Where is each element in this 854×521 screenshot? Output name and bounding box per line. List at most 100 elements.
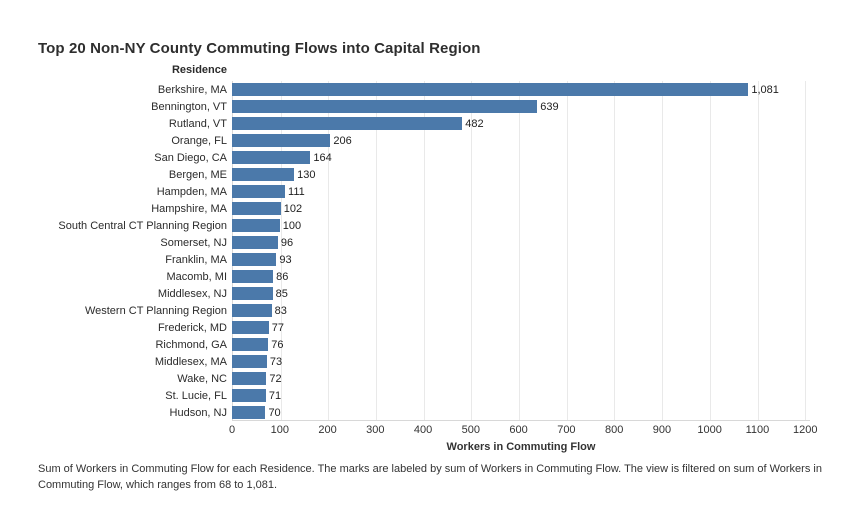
- value-label: 76: [271, 338, 284, 351]
- bar-mark: [232, 406, 266, 419]
- value-label: 1,081: [751, 83, 779, 96]
- bar-cell: 86: [232, 270, 810, 283]
- bar-cell: 71: [232, 389, 810, 402]
- bar-cell: 73: [232, 355, 810, 368]
- value-label: 100: [282, 219, 302, 232]
- category-label: St. Lucie, FL: [165, 389, 227, 402]
- category-label: Hampden, MA: [156, 185, 227, 198]
- bar-rows: Berkshire, MA 1,081 Bennington, VT 639 Rutla…: [0, 81, 812, 421]
- value-label: 86: [276, 270, 289, 283]
- value-label: 111: [288, 185, 305, 198]
- bar-cell: 102: [232, 202, 810, 215]
- category-label: Frederick, MD: [157, 321, 227, 334]
- category-label: Bergen, ME: [168, 168, 227, 181]
- value-label: 639: [540, 100, 559, 113]
- value-label: 164: [313, 151, 332, 164]
- x-tick-label: 200: [318, 424, 337, 436]
- value-label: 130: [297, 168, 316, 181]
- bar-row: Middlesex, NJ 85: [0, 285, 812, 302]
- x-axis-title: Workers in Commuting Flow: [446, 441, 596, 453]
- bar-mark: [232, 202, 281, 215]
- x-tick-label: 400: [413, 424, 433, 436]
- x-axis-ticks: 0 100 200 300 400 500 600 700 800 900 1000 1100 1200: [229, 424, 818, 437]
- bar-cell: 164: [232, 151, 810, 164]
- value-label: 71: [268, 389, 282, 402]
- bar-row: Wake, NC 72: [0, 370, 812, 387]
- gridline: [376, 81, 378, 420]
- gridline: [423, 81, 425, 420]
- category-label: Hampshire, MA: [151, 202, 227, 215]
- x-tick-label: 500: [461, 424, 481, 436]
- x-tick-label: 700: [557, 424, 576, 436]
- x-tick-label: 1100: [745, 424, 770, 436]
- gridline: [280, 81, 282, 420]
- bar-cell: 70: [232, 406, 810, 419]
- bar-cell: 76: [232, 338, 810, 351]
- bar-row: Rutland, VT 482: [0, 115, 812, 132]
- bar-mark: [232, 83, 749, 96]
- value-label: 85: [275, 287, 288, 300]
- category-label: Richmond, GA: [155, 338, 227, 351]
- bar-cell: 482: [232, 117, 810, 130]
- category-label: Middlesex, MA: [154, 355, 227, 368]
- bar-mark: [232, 219, 280, 232]
- x-tick-label: 800: [604, 424, 624, 436]
- bar-row: Berkshire, MA 1,081: [0, 81, 812, 98]
- bar-cell: 111: [232, 185, 810, 198]
- bar-mark: [232, 253, 277, 266]
- bar-mark: [232, 389, 266, 402]
- category-label: Rutland, VT: [168, 117, 227, 130]
- bar-mark: [232, 117, 463, 130]
- bar-mark: [232, 185, 286, 198]
- bar-mark: [232, 100, 538, 113]
- category-label: Middlesex, NJ: [157, 287, 227, 300]
- bar-mark: [232, 236, 278, 249]
- value-label: 70: [268, 406, 281, 419]
- value-label: 206: [333, 134, 352, 147]
- category-label: Wake, NC: [177, 372, 227, 385]
- bar-cell: 100: [232, 219, 810, 232]
- residence-column-header: Residence: [171, 64, 227, 76]
- gridline: [519, 81, 521, 420]
- bar-row: Bergen, ME 130: [0, 166, 812, 183]
- gridline: [566, 81, 568, 420]
- bar-row: Somerset, NJ 96: [0, 234, 812, 251]
- bar-mark: [232, 134, 331, 147]
- value-label: 96: [280, 236, 294, 249]
- gridline: [614, 81, 616, 420]
- bar-row: Orange, FL 206: [0, 132, 812, 149]
- value-label: 73: [269, 355, 283, 368]
- bar-cell: 1,081: [232, 83, 810, 96]
- category-label: Somerset, NJ: [160, 236, 227, 249]
- bar-row: Hampshire, MA 102: [0, 200, 812, 217]
- bar-cell: 77: [232, 321, 810, 334]
- bar-row: San Diego, CA 164: [0, 149, 812, 166]
- bar-row: Richmond, GA 76: [0, 336, 812, 353]
- bar-row: Frederick, MD 77: [0, 319, 812, 336]
- bar-mark: [232, 372, 267, 385]
- bar-mark: [232, 304, 272, 317]
- x-tick-label: 100: [270, 424, 289, 436]
- bar-cell: 93: [232, 253, 810, 266]
- category-label: San Diego, CA: [154, 151, 227, 164]
- bar-cell: 639: [232, 100, 810, 113]
- value-label: 83: [274, 304, 287, 317]
- category-label: Orange, FL: [171, 134, 227, 147]
- bar-cell: 83: [232, 304, 810, 317]
- category-label: Hudson, NJ: [169, 406, 227, 419]
- gridline: [471, 81, 473, 420]
- value-label: 72: [269, 372, 282, 385]
- gridline: [805, 81, 807, 420]
- category-label: Franklin, MA: [165, 253, 227, 266]
- gridline: [757, 81, 759, 420]
- bar-cell: 72: [232, 372, 810, 385]
- bar-row: Hudson, NJ 70: [0, 404, 812, 421]
- bar-mark: [232, 321, 269, 334]
- category-label: Berkshire, MA: [157, 83, 227, 96]
- gridline: [328, 81, 330, 420]
- value-label: 77: [271, 321, 285, 334]
- x-tick-label: 1000: [697, 424, 722, 436]
- gridline: [662, 81, 664, 420]
- x-tick-label: 300: [366, 424, 385, 436]
